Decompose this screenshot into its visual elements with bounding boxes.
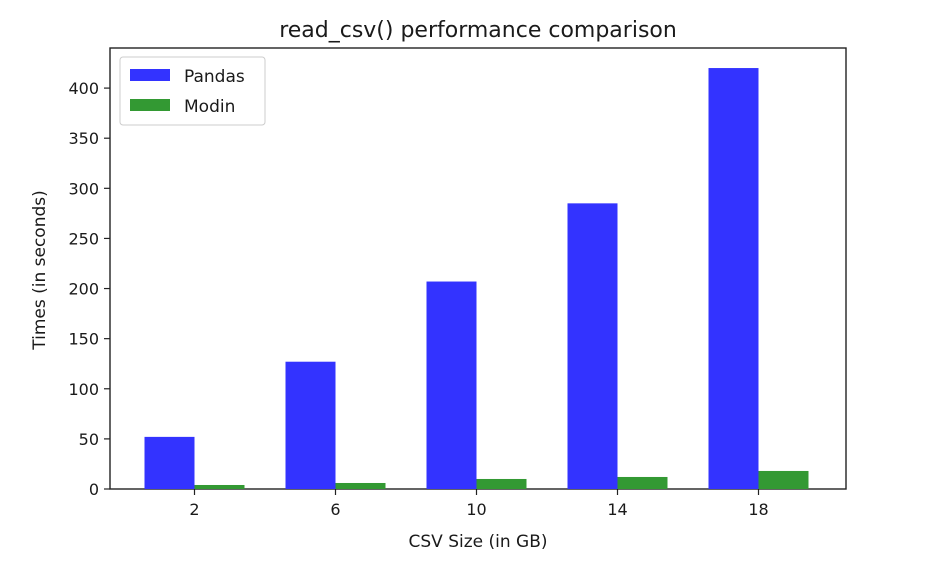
bar-modin-6 xyxy=(335,482,386,489)
y-tick-label-50: 50 xyxy=(79,430,99,449)
y-tick-label-0: 0 xyxy=(89,480,99,499)
bar-modin-18 xyxy=(758,470,809,489)
y-tick-label-100: 100 xyxy=(68,380,99,399)
bar-pandas-2 xyxy=(144,436,195,489)
legend-label-pandas: Pandas xyxy=(184,67,245,87)
y-tick-label-400: 400 xyxy=(68,79,99,98)
chart-title: read_csv() performance comparison xyxy=(279,18,677,43)
x-tick-label-2: 2 xyxy=(189,500,199,519)
y-tick-label-350: 350 xyxy=(68,129,99,148)
x-axis: 2 6 10 14 18 xyxy=(189,489,769,519)
y-axis: 0 50 100 150 200 250 300 350 400 xyxy=(68,79,110,499)
bar-pandas-14 xyxy=(567,203,618,489)
x-tick-label-6: 6 xyxy=(330,500,340,519)
legend-label-modin: Modin xyxy=(184,97,235,117)
y-tick-label-250: 250 xyxy=(68,229,99,248)
bars xyxy=(144,68,809,489)
bar-modin-10 xyxy=(476,478,527,489)
x-tick-label-14: 14 xyxy=(607,500,627,519)
x-tick-label-10: 10 xyxy=(466,500,486,519)
x-axis-label: CSV Size (in GB) xyxy=(409,532,548,552)
y-axis-label: Times (in seconds) xyxy=(30,190,50,351)
bar-pandas-10 xyxy=(426,281,477,489)
legend: Pandas Modin xyxy=(119,56,266,126)
bar-pandas-6 xyxy=(285,361,336,489)
y-tick-label-150: 150 xyxy=(68,330,99,349)
y-tick-label-300: 300 xyxy=(68,179,99,198)
legend-swatch-pandas xyxy=(130,69,170,81)
bar-pandas-18 xyxy=(708,68,759,489)
legend-swatch-modin xyxy=(130,99,170,111)
bar-modin-2 xyxy=(194,484,245,489)
x-tick-label-18: 18 xyxy=(748,500,768,519)
y-tick-label-200: 200 xyxy=(68,280,99,299)
bar-modin-14 xyxy=(617,476,668,489)
